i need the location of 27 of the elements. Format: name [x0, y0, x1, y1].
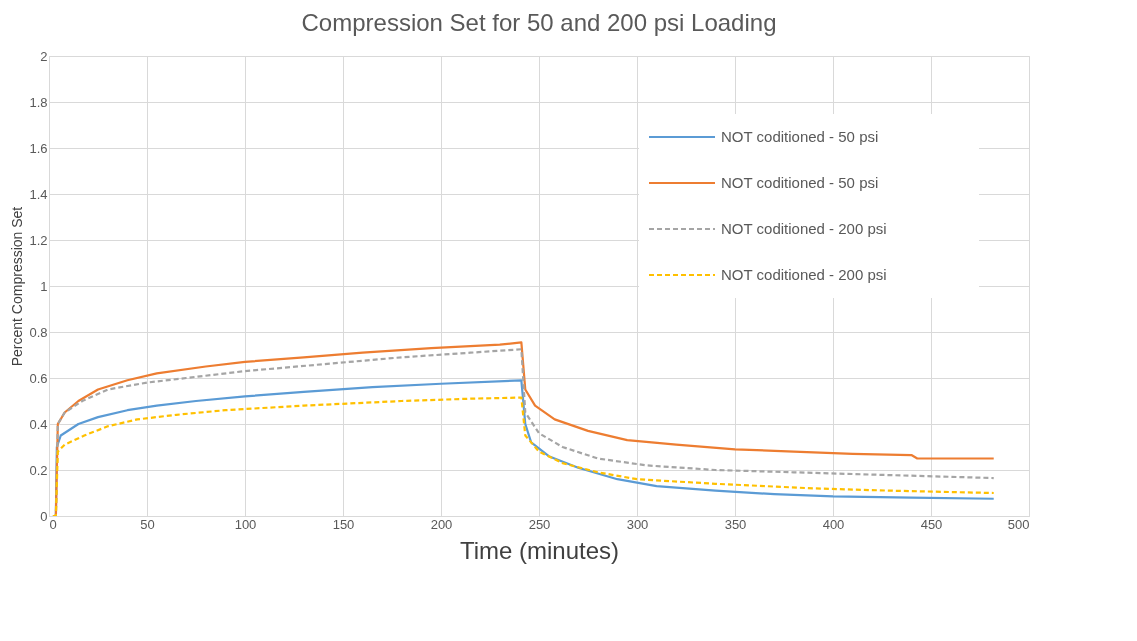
y-tick-label: 0.6 — [29, 370, 48, 386]
y-tick-label: 1.6 — [29, 140, 48, 156]
y-tick-label: 1.2 — [29, 232, 48, 248]
x-tick-label: 50 — [140, 516, 155, 532]
legend-label: NOT coditioned - 50 psi — [721, 174, 879, 191]
y-tick-label: 1 — [40, 278, 48, 294]
y-tick-label: 1.4 — [29, 186, 48, 202]
legend-label: NOT coditioned - 200 psi — [721, 266, 887, 283]
legend-label: NOT coditioned - 200 psi — [721, 220, 887, 237]
y-axis-title: Percent Compression Set — [9, 206, 26, 367]
y-tick-label: 0.4 — [29, 416, 48, 432]
x-tick-label: 450 — [920, 516, 943, 532]
y-tick-label: 2 — [40, 48, 48, 64]
y-tick-label: 1.8 — [29, 94, 48, 110]
x-tick-label: 350 — [724, 516, 747, 532]
x-tick-label: 200 — [430, 516, 453, 532]
x-tick-label: 150 — [332, 516, 355, 532]
legend-label: NOT coditioned - 50 psi — [721, 128, 879, 145]
x-tick-label: 100 — [234, 516, 257, 532]
x-tick-label: 300 — [626, 516, 649, 532]
chart-title: Compression Set for 50 and 200 psi Loading — [301, 9, 777, 36]
x-tick-label: 250 — [528, 516, 551, 532]
x-tick-label: 400 — [822, 516, 845, 532]
x-axis-title: Time (minutes) — [459, 536, 620, 564]
y-tick-label: 0.2 — [29, 462, 48, 478]
x-tick-label: 500 — [1007, 516, 1030, 532]
y-tick-label: 0.8 — [29, 324, 48, 340]
